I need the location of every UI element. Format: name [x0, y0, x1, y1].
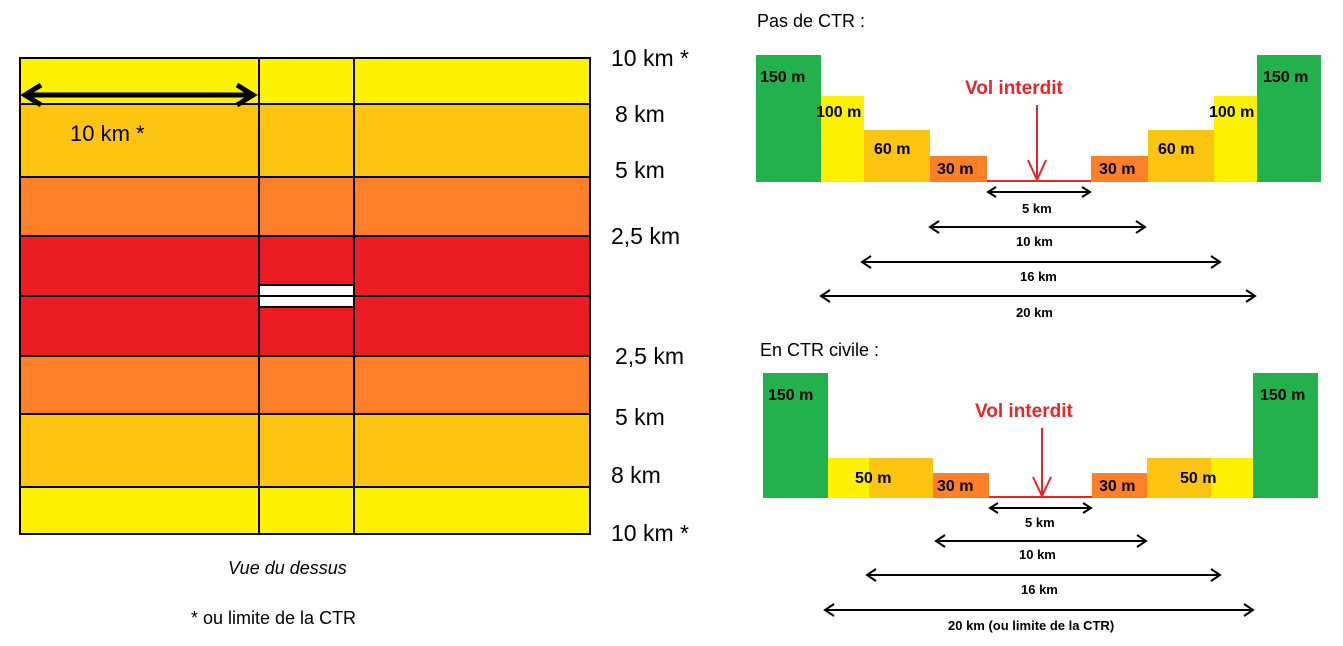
block-100m-left	[821, 96, 864, 182]
zone-label-top-3: 5 km	[615, 157, 665, 183]
ctr-civile-title: En CTR civile :	[760, 340, 880, 360]
height-label-30m-left: 30 m	[937, 161, 974, 178]
height-label-150m-right: 150 m	[1263, 69, 1309, 86]
footnote: * ou limite de la CTR	[191, 608, 357, 628]
top-view-grid	[19, 57, 591, 535]
vol-interdit-label-top: Vol interdit	[965, 78, 1063, 99]
height-label-60m-right: 60 m	[1158, 141, 1195, 158]
block-100m-right	[1214, 96, 1257, 182]
zone-label-top-2: 8 km	[615, 101, 665, 127]
height-label-100m-left: 100 m	[816, 104, 862, 121]
distance-label-5km-top: 5 km	[1022, 201, 1052, 216]
block-50m-right-civile-orange	[1147, 458, 1211, 498]
distance-label-5km-bottom: 5 km	[1025, 515, 1055, 530]
distance-label-20km-top: 20 km	[1016, 305, 1053, 320]
distance-label-16km-bottom: 16 km	[1021, 582, 1058, 597]
block-50m-right-civile	[1211, 458, 1253, 498]
block-30m-right-civile	[1092, 473, 1147, 498]
block-150m-right	[1257, 55, 1321, 182]
zone-label-bottom-1: 2,5 km	[615, 343, 685, 369]
zone-label-top-1: 10 km *	[611, 45, 689, 71]
block-150m-right-civile	[1253, 373, 1318, 498]
block-150m-left-civile	[763, 373, 828, 498]
block-60m-left	[864, 130, 930, 182]
top-view-caption: Vue du dessus	[228, 558, 347, 578]
height-label-150m-right-civile: 150 m	[1260, 387, 1306, 404]
block-150m-left	[756, 55, 821, 182]
height-label-150m-left: 150 m	[760, 69, 806, 86]
block-30m-left	[930, 156, 987, 182]
height-label-30m-left-civile: 30 m	[937, 478, 974, 495]
zone-band-8km-top	[19, 104, 591, 177]
distance-label-10km-top: 10 km	[1016, 234, 1053, 249]
zone-label-bottom-3: 8 km	[611, 462, 661, 488]
distance-label-10km-bottom: 10 km	[1019, 547, 1056, 562]
zone-band-8km-bottom	[19, 414, 591, 487]
pas-de-ctr-title: Pas de CTR :	[757, 11, 866, 31]
zone-band-5km-top	[19, 177, 591, 236]
height-label-150m-left-civile: 150 m	[768, 387, 814, 404]
distance-label-20km-bottom: 20 km (ou limite de la CTR)	[948, 618, 1115, 633]
height-label-50m-right-civile: 50 m	[1180, 470, 1217, 487]
zone-label-bottom-2: 5 km	[615, 404, 665, 430]
block-50m-left-civile	[828, 458, 869, 498]
height-label-30m-right: 30 m	[1099, 161, 1136, 178]
top-view-diagram: 10 km *	[19, 57, 591, 535]
distance-label-16km-top: 16 km	[1020, 269, 1057, 284]
zone-band-10km-bottom	[19, 487, 591, 535]
block-50m-left-civile-orange	[869, 458, 933, 498]
width-arrow	[20, 82, 258, 108]
zone-label-top-4: 2,5 km	[611, 223, 681, 249]
width-label: 10 km *	[70, 121, 145, 146]
zone-band-5km-bottom	[19, 356, 591, 414]
block-30m-left-civile	[933, 473, 989, 498]
height-label-30m-right-civile: 30 m	[1099, 478, 1136, 495]
block-30m-right	[1091, 156, 1148, 182]
zone-label-bottom-4: 10 km *	[611, 520, 689, 546]
vol-interdit-label-bottom: Vol interdit	[975, 401, 1073, 422]
height-label-100m-right: 100 m	[1209, 104, 1255, 121]
height-label-60m-left: 60 m	[874, 141, 911, 158]
height-label-50m-left-civile: 50 m	[855, 470, 892, 487]
block-60m-right	[1148, 130, 1214, 182]
